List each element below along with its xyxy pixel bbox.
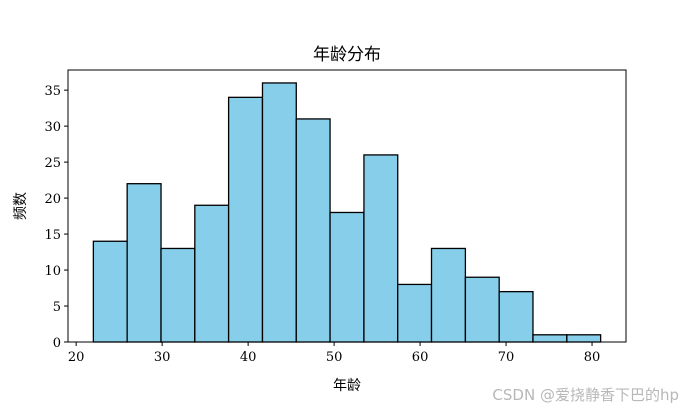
x-tick-label: 20 <box>68 350 85 365</box>
x-axis-ticks: 20 30 40 50 60 70 80 <box>68 342 600 365</box>
axes-frame <box>67 69 627 343</box>
y-tick-label: 20 <box>44 192 61 207</box>
bars-group <box>92 82 602 343</box>
watermark: CSDN @爱挠静香下巴的hp <box>492 386 679 404</box>
histogram-bar <box>430 247 467 343</box>
y-tick-label: 35 <box>44 84 61 99</box>
y-tick-label: 25 <box>44 156 61 171</box>
histogram-bar <box>194 204 230 343</box>
histogram-bar <box>92 240 128 343</box>
x-tick-label: 70 <box>498 350 515 365</box>
y-tick-label: 15 <box>44 228 61 243</box>
histogram-bar <box>532 334 568 343</box>
histogram-bar <box>227 96 264 343</box>
y-tick-label: 30 <box>44 120 61 135</box>
histogram-bar <box>397 283 433 343</box>
histogram-bar <box>464 276 500 343</box>
histogram-bar <box>295 118 331 343</box>
x-tick-label: 40 <box>240 350 257 365</box>
histogram-bar <box>261 82 297 343</box>
x-tick-label: 60 <box>412 350 429 365</box>
x-axis-label: 年龄 <box>333 378 361 394</box>
y-axis-ticks: 0 5 10 15 20 25 30 35 <box>44 84 68 351</box>
y-tick-label: 0 <box>53 336 61 351</box>
histogram-bar <box>160 247 196 343</box>
y-tick-label: 10 <box>44 264 61 279</box>
histogram-bar <box>566 334 602 343</box>
x-tick-label: 50 <box>326 350 343 365</box>
x-tick-label: 80 <box>584 350 601 365</box>
histogram-bar <box>498 290 534 343</box>
x-tick-label: 30 <box>154 350 171 365</box>
histogram-bar <box>329 211 365 343</box>
y-axis-label: 频数 <box>13 192 29 220</box>
histogram-bar <box>126 183 162 343</box>
y-tick-label: 5 <box>53 300 61 315</box>
histogram-bar <box>363 154 399 343</box>
chart-title: 年龄分布 <box>313 45 381 65</box>
